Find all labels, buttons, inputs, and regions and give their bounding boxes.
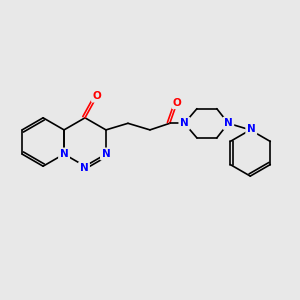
Text: N: N	[247, 124, 256, 134]
Text: O: O	[93, 91, 101, 101]
Text: N: N	[60, 149, 68, 159]
Text: N: N	[102, 149, 110, 159]
Text: N: N	[180, 118, 189, 128]
Text: N: N	[80, 163, 88, 173]
Text: N: N	[224, 118, 233, 128]
Text: O: O	[173, 98, 182, 108]
Text: N: N	[102, 149, 110, 159]
Text: O: O	[173, 98, 182, 108]
Text: N: N	[80, 163, 88, 173]
Text: N: N	[224, 118, 233, 128]
Text: N: N	[180, 118, 189, 128]
Text: N: N	[247, 124, 256, 134]
Text: N: N	[60, 149, 68, 159]
Text: O: O	[93, 91, 101, 101]
